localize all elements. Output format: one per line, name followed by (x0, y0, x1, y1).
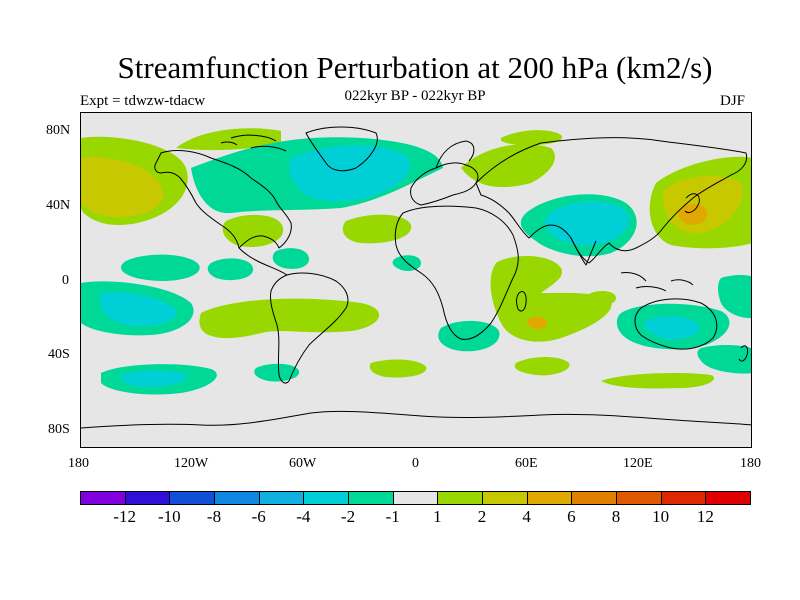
coast-central-america (238, 247, 288, 276)
lon-label-120w: 120W (174, 456, 209, 471)
chart-title: Streamfunction Perturbation at 200 hPa (… (117, 50, 713, 85)
legend-swatch (214, 491, 260, 505)
contour-cspac-green (199, 298, 380, 339)
legend-swatch (705, 491, 751, 505)
lon-label-0: 0 (412, 456, 419, 471)
contour-carib-green (272, 248, 309, 269)
legend-label: 12 (696, 507, 714, 526)
contour-indo-green (587, 290, 616, 306)
legend-label: -4 (296, 507, 311, 526)
lon-label-60w: 60W (289, 456, 317, 471)
legend-swatch (80, 491, 126, 505)
legend-label: 2 (477, 507, 487, 526)
legend-label: 8 (611, 507, 621, 526)
legend-swatch (303, 491, 349, 505)
legend-swatch (482, 491, 528, 505)
lat-label-80n: 80N (46, 123, 71, 138)
legend-swatch (526, 491, 573, 505)
coast-se-asia (620, 272, 694, 292)
lon-label-60e: 60E (515, 456, 538, 471)
color-legend (80, 491, 751, 505)
coast-antarctica (81, 410, 751, 429)
coast-africa (394, 205, 519, 340)
coast-north-america (154, 150, 292, 249)
lat-label-40s: 40S (48, 347, 70, 362)
contour-safr-orange (526, 316, 547, 330)
legend-label: -8 (206, 507, 222, 526)
lon-label-180e: 180 (740, 456, 761, 471)
legend-label: 10 (652, 507, 670, 526)
legend-swatch (660, 491, 707, 505)
legend-swatch (169, 491, 215, 505)
contour-natl-cyan (289, 145, 411, 202)
legend-swatch (571, 491, 617, 505)
contour-asia-cyan (545, 201, 630, 246)
contour-satl-green (438, 320, 500, 352)
field-map (81, 126, 751, 429)
legend-swatch (258, 491, 305, 505)
contour-npac-yellow (81, 157, 164, 217)
contour-aus-cyan (644, 316, 700, 340)
legend-label: 4 (522, 507, 531, 526)
contour-arctic-green (176, 128, 281, 151)
season-label: DJF (720, 93, 746, 109)
contour-sio-green (514, 357, 570, 376)
legend-swatch (616, 491, 662, 505)
chart-subtitle: 022kyr BP - 022kyr BP (344, 88, 486, 104)
legend-label: 6 (567, 507, 576, 526)
legend-label: -2 (340, 507, 356, 526)
contour-so-pacific-green2 (718, 275, 751, 319)
contour-so-cyan (120, 370, 187, 387)
map-panel (80, 112, 752, 448)
legend-label: -10 (157, 507, 181, 526)
contour-spac-cyan (99, 292, 177, 326)
legend-swatch (392, 491, 439, 505)
legend-swatch (437, 491, 483, 505)
contour-safr-green (490, 256, 612, 342)
contour-so-green2 (254, 363, 300, 382)
lat-label-40n: 40N (46, 198, 71, 213)
lat-label-80s: 80S (48, 422, 70, 437)
coast-india (570, 237, 597, 266)
lon-label-180w: 180 (68, 456, 89, 471)
contour-so-green3 (369, 359, 427, 378)
coast-australia (634, 298, 718, 350)
contour-sib-green2 (500, 130, 562, 145)
coast-scandinavia (435, 140, 475, 169)
field-contours (81, 128, 751, 395)
contour-cpac-green2 (207, 258, 254, 281)
lat-label-0: 0 (62, 273, 69, 288)
legend-label: 1 (433, 507, 442, 526)
legend-swatch (124, 491, 171, 505)
contour-sib-green (461, 144, 555, 188)
contour-natl-green2 (342, 214, 412, 244)
legend-label: -6 (251, 507, 266, 526)
coast-arctic-islands (220, 134, 287, 152)
coast-new-zealand (738, 345, 748, 362)
legend-swatch (348, 491, 394, 505)
coast-asia (475, 137, 748, 264)
contour-so-pacific-green (697, 345, 751, 374)
contour-gulf-green (222, 214, 284, 248)
coast-south-america (270, 272, 349, 384)
coastlines (81, 126, 751, 429)
contour-cpac-green (121, 254, 200, 282)
experiment-label: Expt = tdwzw-tdacw (80, 93, 206, 109)
lon-label-120e: 120E (623, 456, 653, 471)
contour-japan-orange (678, 203, 708, 225)
contour-eio-green (601, 373, 715, 389)
legend-label: -12 (113, 507, 136, 526)
coast-japan (684, 193, 700, 214)
coast-madagascar (516, 290, 527, 312)
coast-greenland (305, 126, 378, 172)
legend-label: -1 (385, 507, 400, 526)
contour-wafr-green (392, 255, 421, 271)
